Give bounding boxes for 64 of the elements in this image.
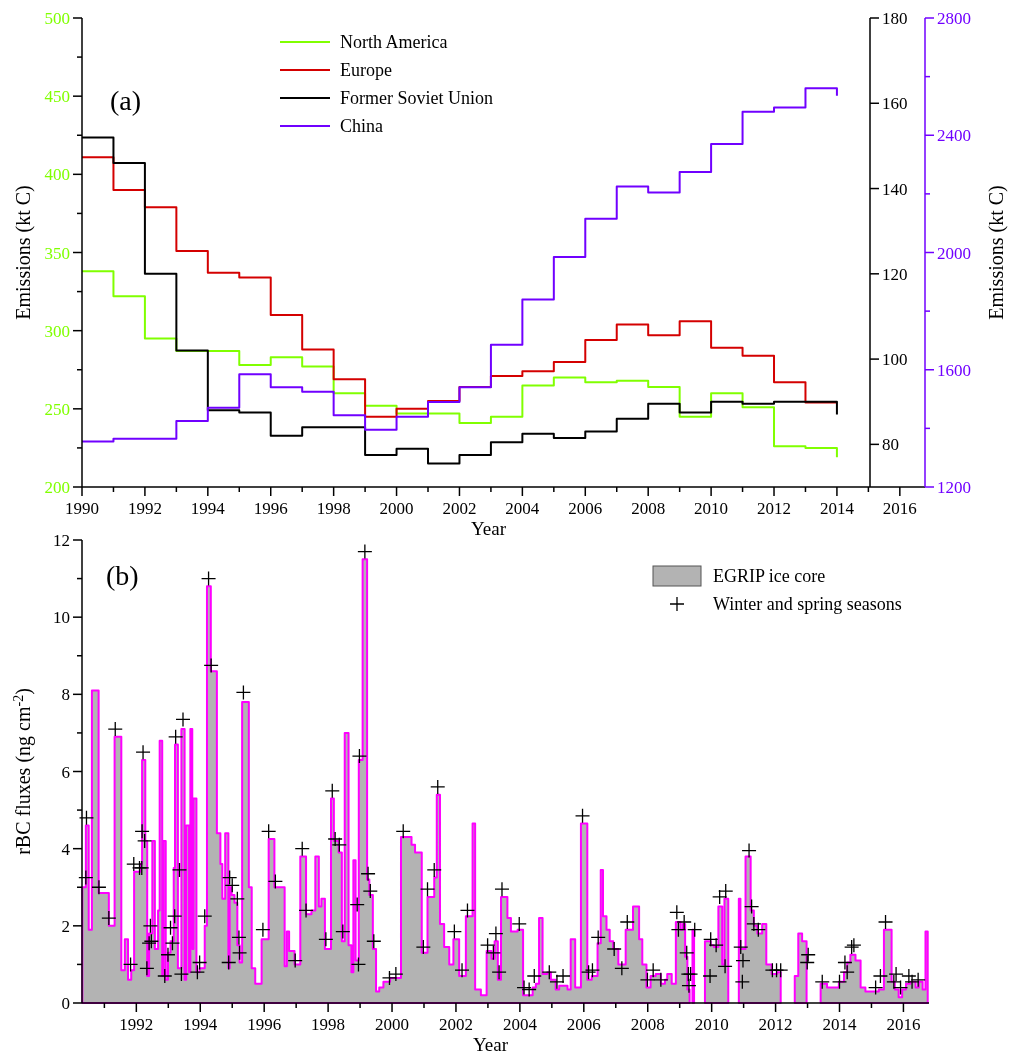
legend-label: EGRIP ice core <box>713 566 826 586</box>
legend-label: Europe <box>340 60 392 80</box>
y-tick-label: 0 <box>61 994 70 1013</box>
y-tick-label: 4 <box>61 839 71 859</box>
x-tick-label: 1994 <box>190 499 226 518</box>
x-tick-label: 2010 <box>694 1015 729 1034</box>
legend-label: North America <box>340 32 448 52</box>
y2-tick-label: 160 <box>882 94 908 114</box>
x-tick-label: 2014 <box>819 499 855 518</box>
y3-tick-label: 1200 <box>937 478 971 497</box>
x-tick-label: 1996 <box>247 1015 282 1034</box>
x-tick-label: 1990 <box>65 499 99 518</box>
x-tick-label: 2002 <box>442 499 477 518</box>
x-tick-label: 1996 <box>253 499 288 518</box>
y-tick-label: 450 <box>44 87 70 107</box>
x-tick-label: 2008 <box>630 1015 665 1034</box>
y2-tick-label: 180 <box>882 9 908 28</box>
annotation: (b) <box>106 560 139 591</box>
y-axis-title: Emissions (kt C) <box>12 185 35 320</box>
annotation: (a) <box>110 85 142 116</box>
y-tick-label: 500 <box>44 9 70 28</box>
y3-tick-label: 1600 <box>937 360 971 380</box>
y-tick-label: 350 <box>44 243 70 263</box>
x-tick-label: 2004 <box>502 1015 538 1034</box>
x-tick-label: 2012 <box>757 499 792 518</box>
y2-tick-label: 100 <box>882 350 908 370</box>
y3-tick-label: 2400 <box>937 126 971 146</box>
x-tick-label: 2014 <box>822 1015 858 1034</box>
legend-label: Former Soviet Union <box>340 88 493 108</box>
x-tick-label: 1994 <box>183 1015 218 1034</box>
y-tick-label: 10 <box>53 608 70 628</box>
x-tick-label: 1998 <box>311 1015 346 1034</box>
x-tick-label: 2000 <box>375 1015 410 1034</box>
y2-axis-title: Emissions (kt C) <box>985 185 1008 320</box>
y-tick-label: 8 <box>61 685 70 705</box>
x-tick-label: 2000 <box>379 499 414 518</box>
y2-tick-label: 140 <box>882 179 908 199</box>
y2-tick-label: 80 <box>882 435 899 455</box>
y3-tick-label: 2000 <box>937 243 971 263</box>
x-tick-label: 2004 <box>505 499 540 518</box>
x-tick-label: 1998 <box>316 499 351 518</box>
x-tick-label: 2008 <box>631 499 666 518</box>
x-tick-label: 2002 <box>438 1015 473 1034</box>
legend-label: China <box>340 116 384 136</box>
x-axis-title: Year <box>470 518 507 539</box>
y-tick-label: 200 <box>44 478 70 497</box>
x-tick-label: 2012 <box>758 1015 793 1034</box>
y-tick-label: 400 <box>44 165 70 185</box>
x-tick-label: 2006 <box>568 499 603 518</box>
x-tick-label: 2016 <box>886 1015 921 1034</box>
y-tick-label: 6 <box>61 762 70 782</box>
y-tick-label: 300 <box>44 321 70 341</box>
x-tick-label: 2010 <box>694 499 729 518</box>
x-tick-label: 2006 <box>566 1015 601 1034</box>
x-axis-title: Year <box>472 1034 509 1055</box>
y3-tick-label: 2800 <box>937 9 971 28</box>
x-tick-label: 1992 <box>127 499 162 518</box>
y2-tick-label: 120 <box>882 264 908 284</box>
y-tick-label: 2 <box>61 916 70 936</box>
y-tick-label: 250 <box>44 399 70 419</box>
legend-label: Winter and spring seasons <box>713 594 902 614</box>
x-tick-label: 2016 <box>882 499 917 518</box>
x-tick-label: 1992 <box>119 1015 154 1034</box>
y-tick-label: 12 <box>53 531 70 550</box>
